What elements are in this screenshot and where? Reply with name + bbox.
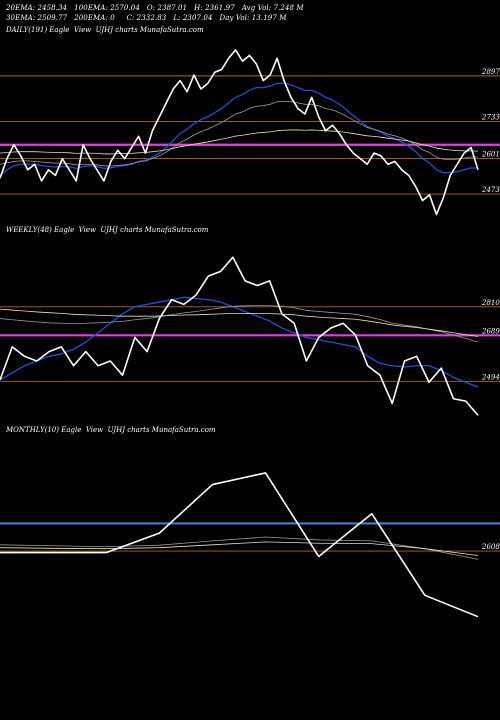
weekly-ytick-1: 2689: [481, 327, 500, 335]
header-line-2: 30EMA: 2509.77 200EMA: 0 C: 2332.83 L: 2…: [6, 14, 287, 22]
avg-vol-value: Avg Vol: 7.248 M: [241, 4, 304, 12]
monthly-price-line: [0, 472, 479, 618]
daily-chart: 2897 2733 2601 2473: [0, 49, 500, 216]
monthly-panel-label: MONTHLY(10) Eagle View UJHJ charts Munaf…: [6, 426, 216, 434]
weekly-ema30-line: [0, 305, 479, 343]
header-line-1: 20EMA: 2458.34 100EMA: 2570.04 O: 2387.0…: [6, 4, 304, 12]
weekly-ytick-2: 2494: [481, 373, 500, 381]
close-value: C: 2332.83: [126, 14, 167, 22]
monthly-ytick-0: 2608: [481, 543, 500, 551]
monthly-ema100-line: [0, 541, 479, 556]
weekly-price-line: [0, 256, 479, 416]
day-vol-value: Day Vol: 13.197 M: [219, 14, 287, 22]
weekly-panel-label: WEEKLY(48) Eagle View UJHJ charts Munafa…: [6, 226, 209, 234]
daily-panel-label: DAILY(191) Eagle View UJHJ charts Munafa…: [6, 26, 204, 34]
monthly-chart: 2608: [0, 472, 500, 618]
daily-ytick-2: 2601: [481, 150, 500, 158]
daily-ytick-3: 2473: [481, 186, 500, 194]
weekly-ytick-0: 2810: [481, 299, 500, 307]
low-value: L: 2307.04: [173, 14, 213, 22]
daily-ema20-line: [0, 82, 479, 176]
weekly-ema100-line: [0, 308, 479, 337]
daily-ema100-line: [0, 129, 479, 155]
weekly-ema20-line: [0, 296, 479, 388]
open-value: O: 2387.01: [146, 4, 188, 12]
monthly-ema30-line: [0, 536, 479, 560]
ema100-value: 100EMA: 2570.04: [74, 4, 140, 12]
ema20-value: 20EMA: 2458.34: [6, 4, 68, 12]
daily-ytick-1: 2733: [481, 114, 500, 122]
daily-ema30-line: [0, 100, 478, 167]
daily-price-line: [0, 49, 479, 216]
high-value: H: 2361.97: [194, 4, 235, 12]
weekly-chart: 2810 2689 2494: [0, 256, 500, 416]
daily-ytick-0: 2897: [481, 68, 500, 76]
ema200-value: 200EMA: 0: [74, 14, 115, 22]
ema30-value: 30EMA: 2509.77: [6, 14, 68, 22]
